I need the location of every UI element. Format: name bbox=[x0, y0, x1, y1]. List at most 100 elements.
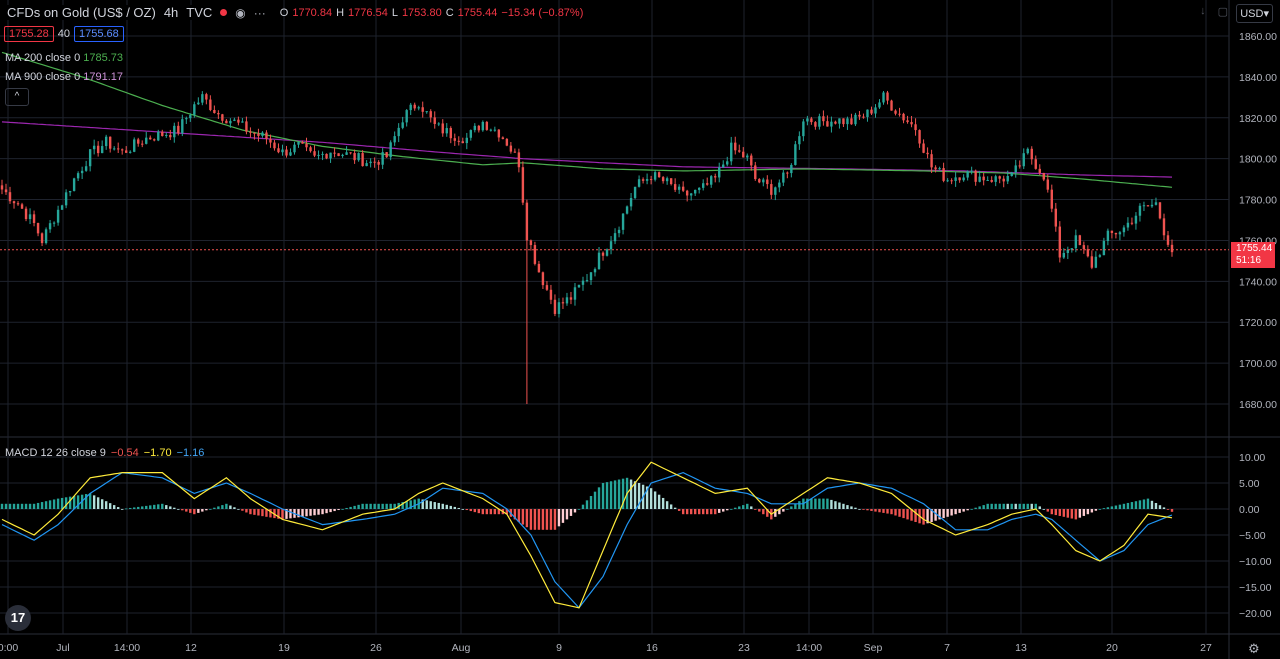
macd-histogram-bar bbox=[465, 509, 468, 511]
macd-histogram-bar bbox=[706, 509, 709, 515]
sync-icon[interactable]: ▢ bbox=[1217, 6, 1228, 18]
candle-body bbox=[297, 142, 300, 145]
macd-histogram-bar bbox=[958, 509, 961, 513]
ma900-legend[interactable]: MA 900 close 0 1791.17 bbox=[5, 71, 123, 83]
ma200-legend[interactable]: MA 200 close 0 1785.73 bbox=[5, 52, 123, 64]
macd-histogram-bar bbox=[76, 495, 80, 509]
macd-histogram-bar bbox=[441, 503, 444, 509]
candle-body bbox=[846, 118, 849, 125]
macd-histogram-bar bbox=[16, 503, 20, 509]
macd-histogram-bar bbox=[385, 503, 388, 509]
more-icon[interactable]: ··· bbox=[253, 5, 266, 20]
ma200-label: MA 200 close 0 bbox=[5, 52, 81, 64]
tradingview-logo[interactable]: 17 bbox=[5, 605, 31, 631]
macd-histogram-bar bbox=[1046, 509, 1049, 512]
candle-body bbox=[870, 109, 873, 114]
macd-histogram-bar bbox=[329, 509, 332, 513]
macd-histogram-bar bbox=[1074, 509, 1078, 520]
candle-body bbox=[309, 147, 312, 152]
candle-body bbox=[718, 167, 721, 178]
macd-histogram-bar bbox=[966, 509, 969, 511]
candle-body bbox=[261, 132, 264, 136]
collapse-legend-button[interactable]: ^ bbox=[5, 88, 29, 106]
price-tick-label: 1820.00 bbox=[1239, 113, 1277, 125]
candle-body bbox=[842, 118, 845, 125]
candle-body bbox=[1122, 227, 1126, 233]
macd-histogram-bar bbox=[1138, 500, 1142, 509]
buy-button[interactable]: 1755.68 bbox=[74, 26, 124, 42]
macd-histogram-bar bbox=[373, 503, 376, 509]
candle-body bbox=[116, 148, 120, 150]
macd-histogram-bar bbox=[353, 505, 356, 509]
macd-histogram-bar bbox=[1094, 509, 1098, 511]
macd-histogram-bar bbox=[213, 507, 216, 509]
macd-histogram-bar bbox=[133, 507, 136, 509]
candle-body bbox=[750, 155, 753, 166]
macd-histogram-bar bbox=[938, 509, 941, 520]
macd-histogram-bar bbox=[1078, 509, 1082, 518]
macd-histogram-bar bbox=[116, 507, 120, 509]
price-tick-label: 1680.00 bbox=[1239, 399, 1277, 411]
macd-tick-label: 0.00 bbox=[1239, 504, 1260, 516]
macd-histogram-bar bbox=[657, 494, 661, 509]
candle-body bbox=[104, 136, 108, 147]
macd-histogram-bar bbox=[72, 496, 76, 509]
candle-body bbox=[493, 129, 497, 131]
spread-value: 40 bbox=[57, 28, 71, 40]
candle-body bbox=[1050, 189, 1053, 209]
candle-body bbox=[850, 118, 853, 125]
macd-histogram-bar bbox=[92, 495, 96, 509]
ma200-line bbox=[1, 51, 1173, 188]
macd-histogram-bar bbox=[1154, 503, 1158, 509]
macd-histogram-bar bbox=[633, 481, 637, 509]
candle-body bbox=[173, 125, 176, 138]
eye-icon[interactable]: ◉ bbox=[235, 5, 246, 20]
ma900-value: 1791.17 bbox=[83, 71, 124, 83]
macd-legend[interactable]: MACD 12 26 close 9 −0.54 −1.70 −1.16 bbox=[5, 447, 204, 459]
interval-label[interactable]: 4h bbox=[163, 5, 179, 20]
macd-label: MACD 12 26 close 9 bbox=[5, 447, 106, 459]
macd-histogram-bar bbox=[1170, 509, 1174, 512]
symbol-title[interactable]: CFDs on Gold (US$ / OZ) bbox=[7, 5, 156, 20]
macd-histogram-bar bbox=[902, 509, 905, 519]
macd-histogram-bar bbox=[169, 506, 172, 509]
macd-histogram-bar bbox=[922, 509, 925, 525]
macd-histogram-bar bbox=[521, 509, 525, 525]
candle-body bbox=[241, 121, 244, 123]
candle-body bbox=[317, 154, 320, 156]
candle-body bbox=[465, 137, 468, 144]
gear-icon[interactable]: ⚙ bbox=[1248, 641, 1260, 656]
candle-body bbox=[625, 206, 629, 214]
macd-histogram-bar bbox=[413, 499, 416, 509]
candle-body bbox=[890, 100, 893, 111]
candle-body bbox=[697, 187, 701, 190]
high-value: 1776.54 bbox=[348, 6, 388, 19]
currency-button[interactable]: USD▾ bbox=[1236, 4, 1273, 23]
macd-histogram-bar bbox=[982, 505, 985, 509]
price-tick-label: 1800.00 bbox=[1239, 154, 1277, 166]
macd-histogram-bar bbox=[409, 500, 412, 509]
macd-histogram-bar bbox=[277, 509, 280, 519]
macd-histogram-bar bbox=[846, 505, 849, 509]
price-tick-label: 1860.00 bbox=[1239, 31, 1277, 43]
candle-body bbox=[265, 132, 268, 139]
macd-line-path bbox=[1, 461, 1173, 609]
candle-body bbox=[389, 142, 392, 158]
sell-button[interactable]: 1755.28 bbox=[4, 26, 54, 42]
macd-histogram-bar bbox=[365, 503, 368, 509]
candle-body bbox=[217, 112, 220, 115]
arrow-down-icon[interactable]: ↓ bbox=[1200, 5, 1206, 17]
macd-histogram-bar bbox=[40, 502, 44, 509]
macd-histogram-bar bbox=[693, 509, 697, 515]
macd-histogram-bar bbox=[8, 503, 12, 509]
candle-body bbox=[822, 116, 825, 122]
macd-histogram-bar bbox=[1002, 503, 1005, 509]
macd-histogram-bar bbox=[998, 503, 1001, 509]
macd-histogram-bar bbox=[269, 509, 272, 518]
candle-body bbox=[1062, 252, 1066, 258]
candle-body bbox=[521, 167, 525, 203]
candle-body bbox=[1170, 244, 1174, 253]
macd-histogram-bar bbox=[165, 505, 168, 509]
